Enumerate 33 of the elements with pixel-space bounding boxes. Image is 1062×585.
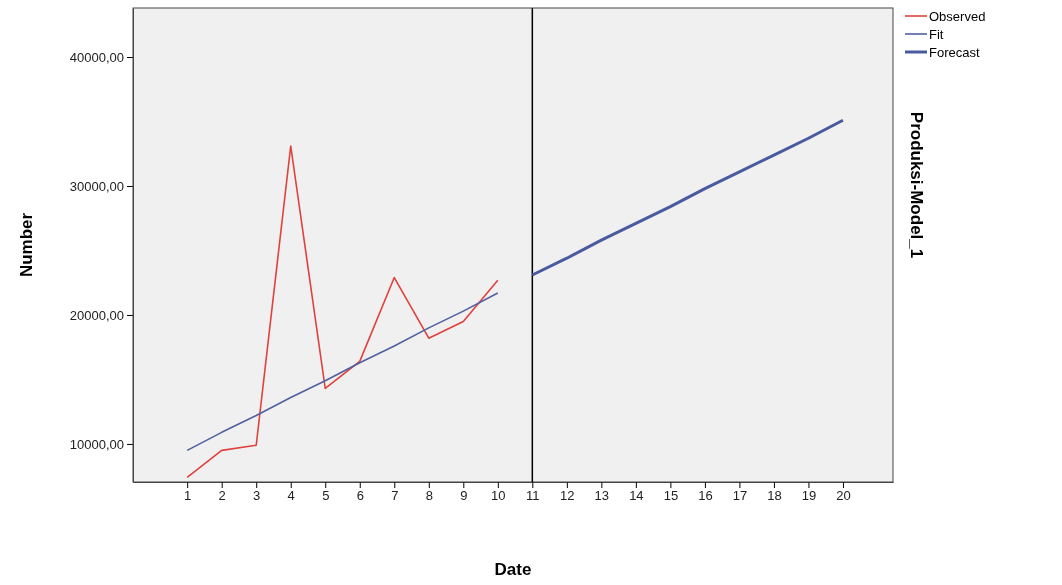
line-series (530, 118, 845, 277)
line-series (186, 292, 499, 452)
y-tick-label: 10000,00 (69, 436, 124, 452)
x-tick-label: 13 (594, 488, 610, 504)
y-tick-label: 30000,00 (69, 178, 124, 194)
x-tick-label: 12 (560, 488, 575, 504)
x-tick-label: 4 (287, 488, 295, 504)
x-tick-label: 10 (491, 488, 506, 504)
text: Produksi-Model_1 (907, 111, 926, 259)
x-tick-label: 3 (253, 488, 261, 504)
x-tick-label: 6 (356, 488, 364, 504)
x-axis-title: Date (494, 560, 532, 579)
y-tick-label: 20000,00 (69, 307, 124, 323)
x-tick-label: 1 (184, 488, 192, 504)
x-tick-label: 11 (526, 488, 540, 504)
x-tick-label: 9 (460, 488, 468, 504)
x-tick-label: 14 (629, 488, 644, 504)
x-tick-label: 20 (836, 488, 851, 504)
x-tick-label: 16 (698, 488, 713, 504)
x-tick-label: 18 (767, 488, 782, 504)
x-tick-label: 17 (732, 488, 748, 504)
y-axis-title: Number (17, 212, 36, 278)
y-tick-label: 40000,00 (69, 49, 124, 65)
legend-label: Fit (929, 27, 944, 42)
x-tick-label: 5 (322, 488, 330, 504)
x-tick-label: 7 (391, 488, 399, 504)
x-tick-label: 8 (425, 488, 433, 504)
x-tick-label: 19 (801, 488, 817, 504)
x-tick-label: 2 (218, 488, 226, 504)
legend-label: Observed (929, 9, 986, 24)
legend-label: Forecast (929, 45, 980, 60)
line-series (186, 145, 499, 479)
x-tick-label: 15 (663, 488, 679, 504)
